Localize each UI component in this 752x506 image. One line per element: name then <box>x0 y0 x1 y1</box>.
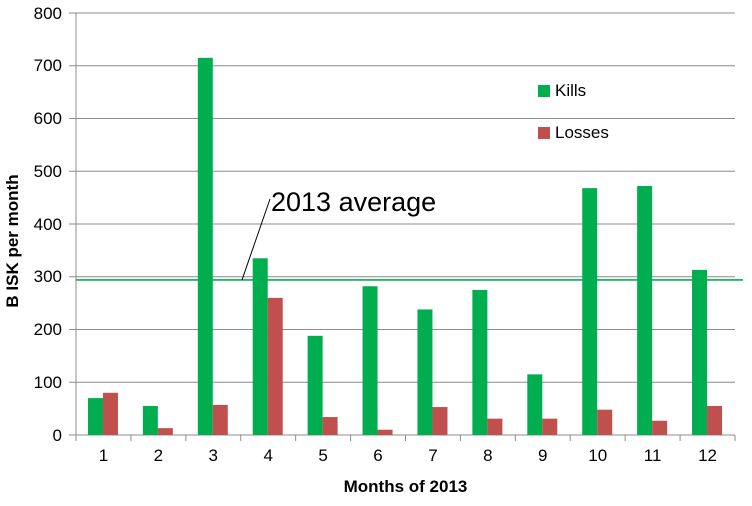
annotation-leader-line <box>241 198 271 281</box>
legend-kills-label: Kills <box>555 81 587 100</box>
y-tick-label: 400 <box>33 214 62 234</box>
x-tick-label: 3 <box>208 446 219 465</box>
kills-swatch-icon <box>538 85 550 97</box>
bar-losses-1 <box>102 392 118 435</box>
bar-kills-2 <box>142 405 158 435</box>
bar-losses-10 <box>597 409 613 435</box>
bar-kills-3 <box>197 57 213 436</box>
x-tick-label: 4 <box>263 446 273 465</box>
average-annotation-label: 2013 average <box>271 187 437 217</box>
y-tick-label: 300 <box>33 267 62 287</box>
bar-losses-2 <box>157 428 173 435</box>
y-tick-label: 500 <box>33 161 62 181</box>
bar-losses-9 <box>542 418 558 435</box>
x-tick-label: 6 <box>373 446 383 465</box>
legend-item-kills: Kills <box>538 81 587 100</box>
bar-losses-11 <box>652 420 668 435</box>
legend-item-losses: Losses <box>538 123 609 142</box>
x-tick-label: 8 <box>483 446 493 465</box>
bar-kills-12 <box>692 269 708 435</box>
bar-losses-7 <box>432 407 448 435</box>
bar-losses-5 <box>322 417 338 435</box>
y-tick-label: 800 <box>33 3 62 23</box>
losses-swatch-icon <box>538 127 550 139</box>
bar-kills-7 <box>417 309 433 435</box>
x-tick-label: 11 <box>643 446 662 465</box>
bar-kills-11 <box>637 186 653 435</box>
bar-kills-10 <box>582 188 598 435</box>
bar-losses-4 <box>267 297 283 435</box>
bar-kills-8 <box>472 289 488 435</box>
x-tick-label: 5 <box>318 446 328 465</box>
x-tick-label: 10 <box>588 446 608 465</box>
y-tick-label: 700 <box>33 56 62 76</box>
x-tick-label: 7 <box>428 446 438 465</box>
y-tick-label: 0 <box>52 425 62 445</box>
bar-kills-4 <box>252 258 268 435</box>
bar-kills-1 <box>87 398 103 435</box>
y-tick-label: 100 <box>33 372 62 392</box>
bar-losses-3 <box>212 404 228 435</box>
x-tick-label: 2 <box>153 446 164 465</box>
x-tick-label: 9 <box>538 446 548 465</box>
bar-kills-9 <box>527 374 543 435</box>
y-axis-title: B ISK per month <box>3 174 22 308</box>
y-tick-label: 600 <box>33 109 62 128</box>
bar-losses-12 <box>707 405 723 435</box>
bar-losses-8 <box>487 418 503 435</box>
bar-kills-5 <box>307 335 323 435</box>
legend-losses-label: Losses <box>555 123 609 142</box>
bar-kills-6 <box>362 286 378 435</box>
bar-losses-6 <box>377 429 393 435</box>
x-axis-title: Months of 2013 <box>343 477 468 496</box>
y-tick-label: 200 <box>33 320 62 339</box>
x-tick-label: 12 <box>698 446 717 465</box>
x-tick-label: 1 <box>98 446 109 465</box>
